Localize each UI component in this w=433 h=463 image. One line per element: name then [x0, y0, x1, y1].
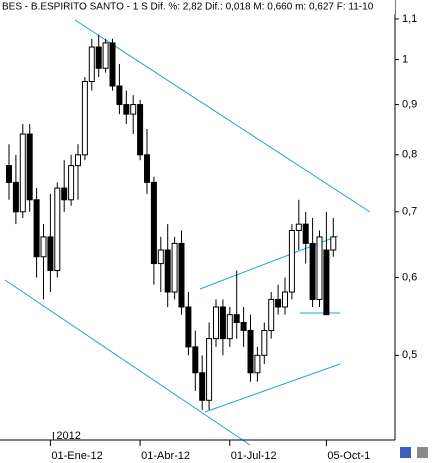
candle-body — [288, 229, 295, 293]
header-clip: BES - B.ESPIRITO SANTO - 1 S Dif. %: 2,8… — [2, 2, 374, 13]
candle-body — [130, 104, 137, 115]
candle-body — [157, 249, 164, 265]
candle-body — [261, 329, 268, 356]
candle-body — [12, 181, 19, 213]
candle-body — [213, 306, 219, 340]
candle-body — [240, 322, 247, 331]
candle-body — [309, 242, 316, 300]
candle-body — [330, 236, 337, 251]
save-icon[interactable] — [400, 447, 411, 458]
candle-body — [54, 187, 61, 272]
y-tick-label: 0,9 — [402, 98, 417, 110]
candle-body — [150, 181, 157, 265]
candle-body — [6, 165, 12, 183]
header-title: BES - B.ESPIRITO SANTO - 1 S Dif. %: 2,8… — [2, 2, 374, 13]
y-tick-label: 0,5 — [402, 349, 417, 361]
header-bg — [0, 0, 395, 14]
x-tick-label: 01-Jul-12 — [231, 450, 277, 462]
candle-body — [109, 42, 116, 87]
candle-body — [206, 338, 213, 401]
candle-body — [47, 236, 54, 272]
candle-body — [116, 85, 123, 106]
candle-body — [102, 42, 109, 69]
y-tick-label: 0,6 — [402, 271, 417, 283]
candle-body — [192, 346, 199, 374]
trend-line — [4, 279, 251, 446]
candle-body — [268, 298, 275, 331]
candle-body — [171, 242, 178, 293]
y-tick-label: 0,8 — [402, 149, 417, 161]
candle-body — [68, 165, 75, 201]
candle-body — [226, 314, 233, 340]
print-icon[interactable] — [417, 447, 428, 458]
candle-body — [185, 306, 192, 348]
candle-body — [233, 314, 240, 324]
candle-body — [137, 104, 144, 156]
candle-body — [316, 236, 323, 300]
candle-body — [81, 81, 88, 156]
candle-body — [254, 354, 261, 374]
candle-body — [199, 372, 206, 401]
candle-body — [95, 46, 102, 69]
candle-body — [61, 187, 68, 201]
candle-body — [33, 199, 40, 258]
candle-body — [26, 133, 33, 201]
trend-line — [204, 363, 341, 413]
candle-body — [275, 298, 282, 308]
candle-body — [247, 329, 254, 374]
x-tick-label: 01-Abr-12 — [141, 450, 190, 462]
candle-body — [295, 223, 302, 231]
year-label: 2012 — [56, 430, 80, 442]
y-tick-label: 0,7 — [402, 206, 417, 218]
y-tick-label: 1 — [402, 54, 408, 66]
candle-body — [88, 46, 95, 83]
candle-body — [144, 154, 150, 183]
candle-body — [302, 223, 309, 244]
candle-body — [40, 236, 47, 258]
candle-body — [282, 291, 288, 308]
candle-body — [164, 249, 171, 293]
candle-body — [75, 154, 81, 167]
candle-body — [19, 133, 26, 213]
candle-body — [219, 306, 226, 340]
y-tick-label: 1,1 — [402, 13, 417, 25]
candle-body — [178, 242, 185, 308]
x-tick-label: 05-Oct-1 — [327, 450, 370, 462]
trend-line — [74, 19, 371, 213]
candle-body — [123, 104, 130, 115]
candle-body — [323, 249, 330, 316]
x-tick-label: 01-Ene-12 — [51, 450, 102, 462]
